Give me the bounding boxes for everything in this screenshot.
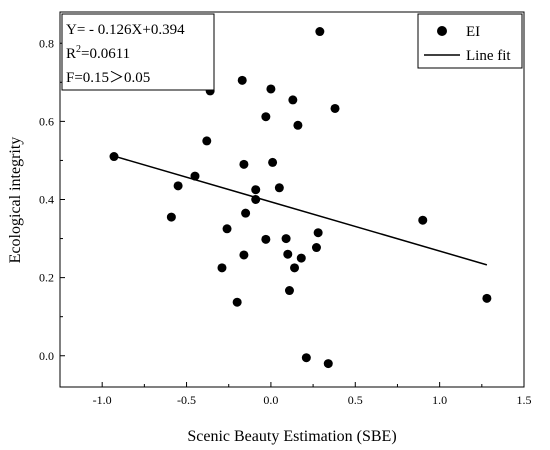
y-axis-label: Ecological integrity bbox=[7, 137, 24, 264]
data-point bbox=[237, 75, 247, 85]
x-tick-label: 1.5 bbox=[517, 393, 532, 407]
legend-marker-ei bbox=[437, 26, 447, 36]
y-tick-label: 0.8 bbox=[39, 36, 54, 50]
stats-box: Y= - 0.126X+0.394 R2=0.0611 F=0.15＞0.05 bbox=[61, 13, 215, 91]
x-tick-label: 0.0 bbox=[263, 393, 278, 407]
data-point bbox=[330, 103, 340, 113]
data-point bbox=[323, 359, 333, 369]
data-point bbox=[283, 249, 293, 259]
data-point bbox=[301, 353, 311, 363]
data-point bbox=[166, 212, 176, 222]
stats-equation: Y= - 0.126X+0.394 bbox=[66, 22, 185, 38]
x-axis: -1.0 -0.5 0.0 0.5 1.0 1.5 bbox=[93, 382, 532, 407]
data-point bbox=[290, 263, 300, 273]
y-tick-label: 0.0 bbox=[39, 349, 54, 363]
x-tick-label: -0.5 bbox=[177, 393, 196, 407]
stats-r-squared-prefix: R bbox=[66, 46, 76, 62]
x-tick-label: 0.5 bbox=[348, 393, 363, 407]
x-tick-label: 1.0 bbox=[432, 393, 447, 407]
data-point bbox=[202, 136, 212, 146]
data-point bbox=[241, 208, 251, 218]
stats-f-test: F=0.15＞0.05 bbox=[66, 70, 150, 86]
data-point bbox=[482, 293, 492, 303]
legend-label-ei: EI bbox=[466, 24, 480, 40]
legend-frame bbox=[417, 13, 523, 69]
data-point bbox=[284, 286, 294, 296]
data-point bbox=[296, 253, 306, 263]
data-point bbox=[274, 183, 284, 193]
legend: EI Line fit bbox=[417, 13, 523, 69]
data-point bbox=[239, 250, 249, 260]
data-point bbox=[222, 224, 232, 234]
data-point bbox=[313, 228, 323, 238]
x-tick-label: -1.0 bbox=[93, 393, 112, 407]
fit-line bbox=[113, 155, 488, 266]
y-tick-label: 0.6 bbox=[39, 114, 54, 128]
data-point bbox=[288, 95, 298, 105]
data-point bbox=[261, 234, 271, 244]
stats-r-squared-value: =0.0611 bbox=[81, 46, 130, 62]
stats-box-frame bbox=[61, 13, 215, 91]
data-point bbox=[251, 185, 261, 195]
y-tick-label: 0.2 bbox=[39, 271, 54, 285]
data-point bbox=[232, 297, 242, 307]
stats-r-squared: R2=0.0611 bbox=[66, 44, 130, 62]
data-point bbox=[281, 234, 291, 244]
data-point bbox=[239, 159, 249, 169]
x-axis-label: Scenic Beauty Estimation (SBE) bbox=[187, 428, 396, 445]
y-tick-label: 0.4 bbox=[39, 193, 54, 207]
stats-r-squared-sup: 2 bbox=[76, 44, 81, 55]
legend-label-line-fit: Line fit bbox=[466, 48, 511, 64]
data-point bbox=[315, 27, 325, 37]
data-point bbox=[268, 157, 278, 167]
data-point bbox=[217, 263, 227, 273]
y-axis: 0.0 0.2 0.4 0.6 0.8 bbox=[39, 36, 65, 363]
data-point bbox=[261, 112, 271, 122]
data-point bbox=[311, 243, 321, 253]
scatter-points bbox=[109, 27, 492, 369]
data-point bbox=[293, 120, 303, 130]
data-point bbox=[418, 215, 428, 225]
fit-line-group bbox=[113, 155, 488, 266]
data-point bbox=[266, 84, 276, 94]
data-point bbox=[173, 181, 183, 191]
